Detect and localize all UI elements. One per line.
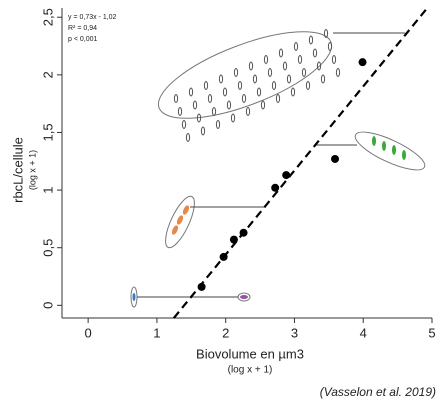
diatom-cell <box>305 81 311 90</box>
diatom-cell <box>263 55 269 64</box>
diatom-cell <box>200 126 206 136</box>
x-tick-label: 2 <box>222 325 229 340</box>
diatom-cell <box>271 81 277 90</box>
diatom-cell <box>188 87 194 97</box>
diatom-cell <box>248 61 254 71</box>
diatom-cell <box>177 107 183 116</box>
diatom-cell <box>293 42 299 51</box>
diatom-cell <box>278 48 284 58</box>
diatom-cell <box>260 100 266 110</box>
diatom-cell <box>402 150 406 160</box>
diatom-cell <box>290 87 296 97</box>
diatom-cell <box>240 295 248 299</box>
big-diatom-cluster <box>157 31 333 119</box>
diatom-cell <box>252 74 258 84</box>
point <box>219 252 228 261</box>
diatom-cell <box>275 94 281 103</box>
regression-line <box>173 7 429 319</box>
diatom-cell <box>392 145 396 155</box>
diatom-cell <box>185 133 191 142</box>
diatom-cell <box>132 293 136 301</box>
y-tick-label: 0 <box>40 302 55 309</box>
y-tick-label: 1 <box>40 186 55 193</box>
point <box>282 171 291 180</box>
diatom-cell <box>196 113 202 123</box>
x-tick-label: 0 <box>85 325 92 340</box>
diatom-cell <box>372 136 376 146</box>
diatom-cell <box>267 68 273 77</box>
point <box>197 282 206 291</box>
diatom-cell <box>211 107 217 116</box>
diatom-cell <box>171 225 179 235</box>
point <box>331 154 340 163</box>
diatom-cell <box>282 61 288 71</box>
diatom-cell <box>176 215 184 225</box>
diatom-cell <box>316 61 322 71</box>
diatom-cell <box>245 107 251 116</box>
diatom-cell <box>297 55 303 64</box>
diatom-cell <box>218 74 224 84</box>
point <box>239 228 248 237</box>
diatom-cell <box>203 81 209 90</box>
diatom-cell <box>215 120 221 129</box>
x-tick-label: 1 <box>153 325 160 340</box>
diatom-cell <box>237 81 243 90</box>
regression-label: y = 0,73x - 1,02 <box>68 14 117 21</box>
diatom-cell <box>312 48 318 58</box>
diatom-cell <box>181 120 187 129</box>
diatom-cell <box>382 141 386 151</box>
diatom-cell <box>230 113 236 123</box>
diatom-cell <box>222 87 228 97</box>
diatom-cell <box>320 74 326 84</box>
diatom-cell <box>308 35 314 45</box>
diatom-cell <box>207 94 213 103</box>
y-axis-sublabel: (log x + 1) <box>27 150 37 190</box>
x-axis-sublabel: (log x + 1) <box>228 365 273 376</box>
y-tick-label: 2 <box>40 71 55 78</box>
diatom-cell <box>173 94 179 103</box>
diatom-cell <box>286 74 292 84</box>
diatom-cell <box>335 68 341 77</box>
diatom-cell <box>233 68 239 77</box>
green-diatom <box>354 131 426 171</box>
annotation: p < 0,001 <box>68 36 97 43</box>
diatom-cell <box>226 100 232 110</box>
x-tick-label: 4 <box>360 325 367 340</box>
diatom-cell <box>256 87 262 97</box>
y-axis-label: rbcL/cellule <box>10 137 25 203</box>
x-tick-label: 3 <box>291 325 298 340</box>
illustrations <box>130 31 426 308</box>
diatom-cell <box>327 42 333 51</box>
diatom-cell <box>301 68 307 77</box>
point <box>358 58 367 67</box>
diatom-cell <box>323 29 329 38</box>
source: (Vasselon et al. 2019) <box>320 385 436 399</box>
x-tick-label: 5 <box>428 325 435 340</box>
diatom-cell <box>331 55 337 64</box>
diatom-cell <box>192 100 198 110</box>
y-tick-label: 2,5 <box>40 8 55 26</box>
annotation: R² = 0,94 <box>68 25 97 32</box>
y-tick-label: 1,5 <box>40 123 55 141</box>
diatom-marks <box>132 29 406 301</box>
diatom-cell <box>182 205 190 215</box>
point <box>229 235 238 244</box>
diatom-cell <box>241 94 247 103</box>
x-axis-label: Biovolume en µm3 <box>196 346 304 361</box>
point <box>271 183 280 192</box>
y-tick-label: 0,5 <box>40 239 55 257</box>
